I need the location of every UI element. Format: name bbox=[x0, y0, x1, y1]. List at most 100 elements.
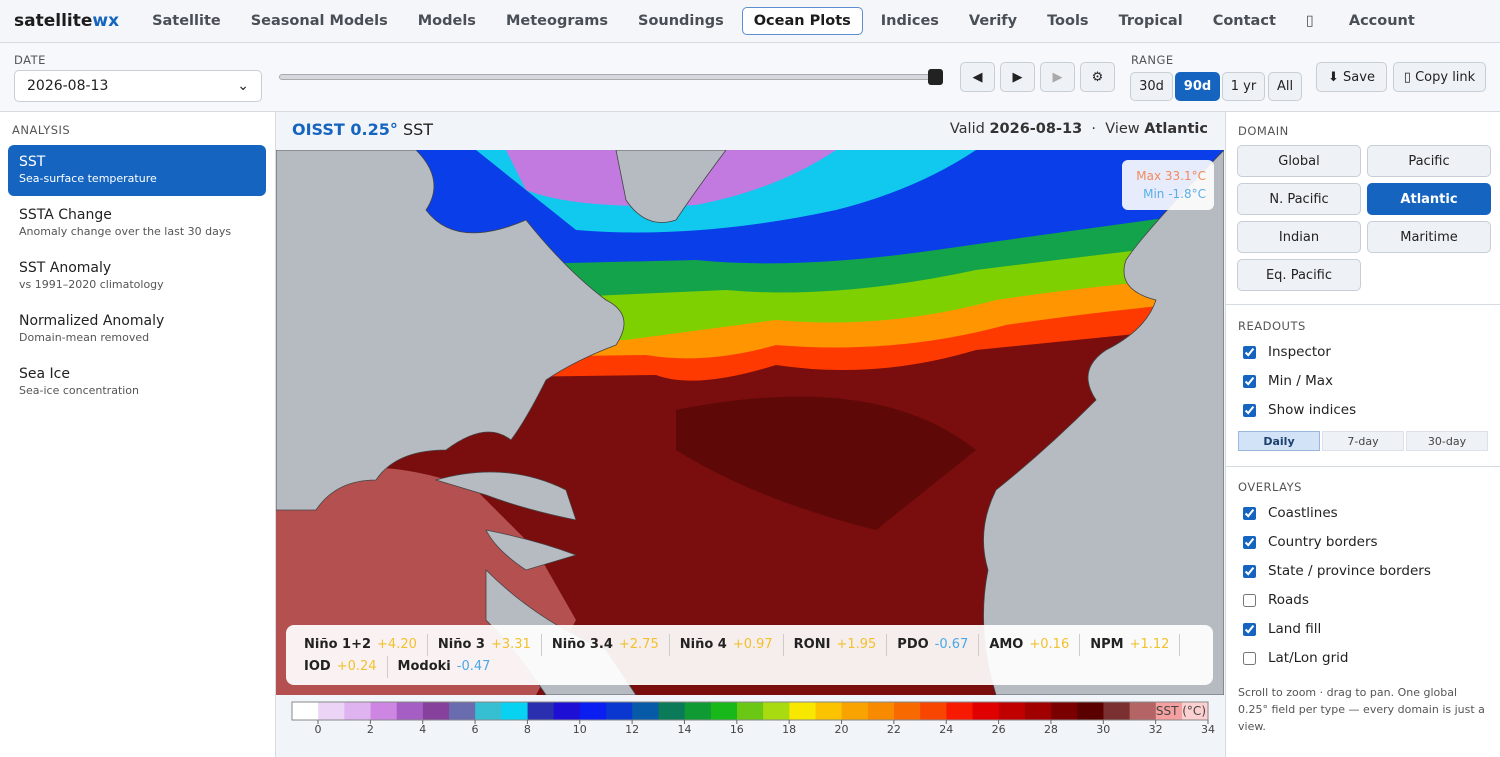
nav-item[interactable]: Tools bbox=[1047, 13, 1089, 29]
checkbox[interactable] bbox=[1243, 535, 1256, 549]
checkbox-row[interactable]: Inspector bbox=[1243, 344, 1331, 360]
checkbox-row[interactable]: State / province borders bbox=[1243, 563, 1431, 579]
index-name: Niño 3 bbox=[437, 637, 485, 652]
checkbox[interactable] bbox=[1243, 593, 1256, 607]
domain-button[interactable]: Global bbox=[1237, 145, 1361, 177]
index-value: -0.47 bbox=[456, 659, 491, 674]
analysis-item[interactable]: SSTA Change Anomaly change over the last … bbox=[8, 198, 266, 249]
separator: · bbox=[1091, 121, 1097, 137]
colorbar-swatch bbox=[632, 702, 659, 720]
checkbox[interactable] bbox=[1243, 403, 1256, 417]
range-button[interactable]: All bbox=[1268, 72, 1302, 101]
range-button[interactable]: 30d bbox=[1130, 72, 1173, 101]
playback-button[interactable]: ▶ bbox=[1000, 62, 1035, 92]
colorbar-swatch bbox=[972, 702, 1000, 720]
checkbox[interactable] bbox=[1243, 564, 1256, 578]
colorbar-swatch bbox=[370, 702, 398, 720]
domain-button[interactable]: Eq. Pacific bbox=[1237, 259, 1361, 291]
colorbar-tick-label: 20 bbox=[835, 723, 849, 736]
checkbox[interactable] bbox=[1243, 345, 1256, 359]
checkbox[interactable] bbox=[1243, 651, 1256, 665]
nav-item[interactable]: Contact bbox=[1212, 13, 1276, 29]
item-title: Sea Ice bbox=[19, 366, 70, 382]
valid-date: 2026-08-13 bbox=[989, 121, 1083, 137]
colorbar-tick-label: 0 bbox=[315, 723, 322, 736]
nav-item[interactable]: Models bbox=[417, 13, 476, 29]
nav-item[interactable]: Soundings bbox=[638, 13, 724, 29]
checkbox-row[interactable]: Show indices bbox=[1243, 402, 1356, 418]
checkbox-label: Land fill bbox=[1268, 621, 1322, 637]
nav-item[interactable]: Account bbox=[1348, 13, 1415, 29]
nav-item[interactable]: ▯ bbox=[1305, 13, 1314, 29]
index-name: Niño 3.4 bbox=[551, 637, 613, 652]
nav-item[interactable]: Satellite bbox=[152, 13, 221, 29]
checkbox[interactable] bbox=[1243, 374, 1256, 388]
index-value: +0.24 bbox=[336, 659, 377, 674]
colorbar-tick-label: 2 bbox=[367, 723, 374, 736]
item-subtitle: Sea-ice concentration bbox=[19, 384, 140, 397]
brand[interactable]: satellitewx bbox=[14, 11, 119, 31]
copy-link-button[interactable]: ▯ Copy link bbox=[1393, 62, 1486, 92]
nav-item[interactable]: Ocean Plots bbox=[741, 7, 863, 35]
domain-button[interactable]: Pacific bbox=[1367, 145, 1491, 177]
index-item: Niño 4 +0.97 bbox=[680, 634, 784, 656]
nav-item[interactable]: Verify bbox=[968, 13, 1018, 29]
item-title: SST Anomaly bbox=[19, 260, 112, 276]
domain-button[interactable]: Atlantic bbox=[1367, 183, 1491, 215]
index-value: -0.67 bbox=[934, 637, 969, 652]
period-button[interactable]: 30-day bbox=[1406, 431, 1488, 451]
analysis-item[interactable]: SST Sea-surface temperature bbox=[8, 145, 266, 196]
analysis-item[interactable]: Sea Ice Sea-ice concentration bbox=[8, 357, 266, 408]
brand-accent: wx bbox=[92, 11, 120, 31]
playback-button[interactable]: ▶ bbox=[1040, 62, 1075, 92]
colorbar-swatch bbox=[658, 702, 686, 720]
domain-button[interactable]: N. Pacific bbox=[1237, 183, 1361, 215]
footnote: Scroll to zoom · drag to pan. One global… bbox=[1238, 686, 1485, 733]
index-item: AMO +0.16 bbox=[989, 634, 1081, 656]
playback-button[interactable]: ◀ bbox=[960, 62, 995, 92]
analysis-panel: ANALYSIS SST Sea-surface temperature SSTA … bbox=[0, 112, 276, 757]
range-button[interactable]: 90d bbox=[1175, 72, 1220, 101]
item-title: SSTA Change bbox=[19, 207, 112, 223]
colorbar-tick-label: 18 bbox=[782, 723, 796, 736]
checkbox[interactable] bbox=[1243, 622, 1256, 636]
sst-map[interactable] bbox=[276, 150, 1224, 695]
index-name: Modoki bbox=[397, 659, 451, 674]
checkbox-row[interactable]: Lat/Lon grid bbox=[1243, 650, 1348, 666]
domain-button[interactable]: Maritime bbox=[1367, 221, 1491, 253]
save-button[interactable]: ⬇ Save bbox=[1316, 62, 1387, 92]
colorbar-tick-label: 22 bbox=[887, 723, 901, 736]
checkbox[interactable] bbox=[1243, 506, 1256, 520]
slider-thumb[interactable] bbox=[928, 69, 943, 85]
range-button[interactable]: 1 yr bbox=[1222, 72, 1265, 101]
min-value: Min -1.8°C bbox=[1143, 187, 1206, 201]
date-slider[interactable] bbox=[279, 74, 942, 80]
colorbar-swatch bbox=[737, 702, 764, 720]
item-subtitle: Anomaly change over the last 30 days bbox=[19, 225, 232, 238]
checkbox-row[interactable]: Country borders bbox=[1243, 534, 1378, 550]
period-button[interactable]: 7-day bbox=[1322, 431, 1404, 451]
date-select[interactable]: 2026-08-13 ⌄ bbox=[14, 70, 262, 102]
period-button[interactable]: Daily bbox=[1238, 431, 1320, 451]
colorbar-swatch bbox=[527, 702, 555, 720]
checkbox-row[interactable]: Coastlines bbox=[1243, 505, 1338, 521]
analysis-item[interactable]: Normalized Anomaly Domain-mean removed bbox=[8, 304, 266, 355]
nav-item[interactable]: Tropical bbox=[1118, 13, 1183, 29]
checkbox-row[interactable]: Min / Max bbox=[1243, 373, 1333, 389]
index-value: +1.95 bbox=[836, 637, 877, 652]
analysis-item[interactable]: SST Anomaly vs 1991–2020 climatology bbox=[8, 251, 266, 302]
nav-item[interactable]: Meteograms bbox=[505, 13, 608, 29]
playback-button[interactable]: ⚙ bbox=[1080, 62, 1115, 92]
colorbar-swatch bbox=[501, 702, 529, 720]
checkbox-row[interactable]: Roads bbox=[1243, 592, 1309, 608]
date-label: DATE bbox=[14, 53, 46, 67]
brand-text: satellite bbox=[14, 11, 93, 31]
nav-item[interactable]: Seasonal Models bbox=[250, 13, 388, 29]
nav-item[interactable]: Indices bbox=[880, 13, 939, 29]
index-name: Niño 4 bbox=[679, 637, 727, 652]
checkbox-row[interactable]: Land fill bbox=[1243, 621, 1321, 637]
colorbar-swatch bbox=[553, 702, 581, 720]
colorbar-tick-label: 4 bbox=[419, 723, 426, 736]
domain-button[interactable]: Indian bbox=[1237, 221, 1361, 253]
colorbar-swatch bbox=[998, 702, 1026, 720]
